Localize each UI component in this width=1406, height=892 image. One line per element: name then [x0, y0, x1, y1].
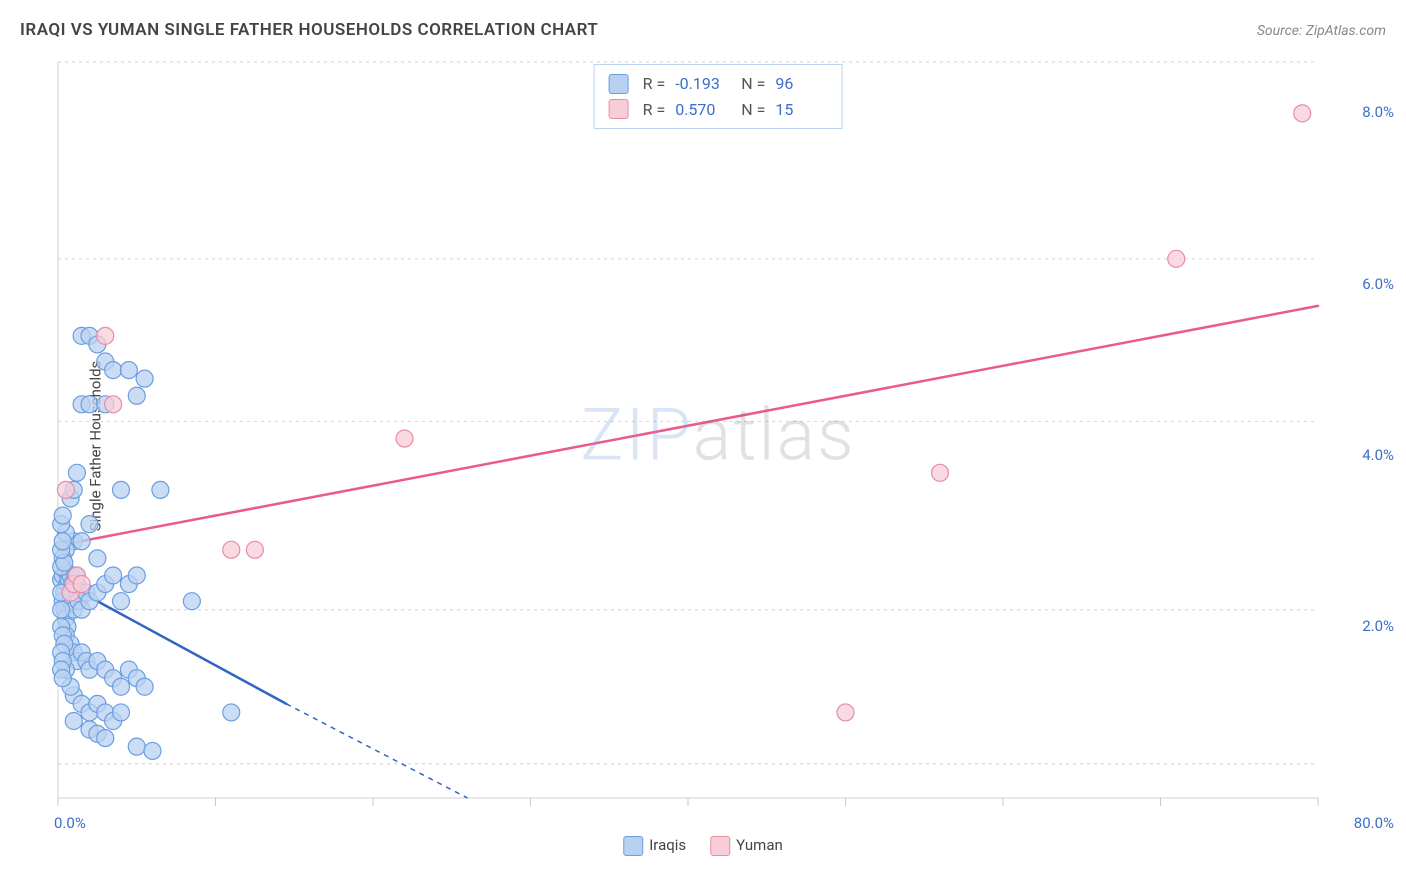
stats-legend-row: R = 0.570 N = 15 [609, 97, 828, 123]
source-attribution: Source: ZipAtlas.com [1257, 23, 1386, 39]
scatter-plot: ZIPatlas R =-0.193N =96R =0.570N =15 [48, 56, 1388, 846]
y-tick-label: 4.0% [1362, 446, 1394, 464]
legend-swatch [623, 836, 643, 856]
stat-n-value: 96 [775, 71, 827, 97]
x-tick-label: 80.0% [1354, 814, 1394, 832]
stat-r-label: R = [643, 97, 666, 123]
legend-label: Yuman [736, 836, 783, 854]
stat-n-label: N = [741, 71, 765, 97]
chart-canvas [48, 56, 1388, 846]
stats-legend-row: R = -0.193 N = 96 [609, 71, 828, 97]
chart-title: IRAQI VS YUMAN SINGLE FATHER HOUSEHOLDS … [20, 20, 598, 40]
y-tick-label: 2.0% [1362, 617, 1394, 635]
stats-legend: R = -0.193 N = 96 R = 0.570 N = 15 [594, 64, 843, 129]
stat-r-value: 0.570 [675, 97, 727, 123]
y-tick-label: 6.0% [1362, 275, 1394, 293]
legend-item: Yuman [710, 836, 783, 856]
series-legend: Iraqis Yuman [623, 836, 783, 856]
legend-swatch [609, 99, 629, 119]
y-tick-label: 8.0% [1362, 103, 1394, 121]
stat-n-label: N = [741, 97, 765, 123]
legend-swatch [609, 74, 629, 94]
legend-swatch [710, 836, 730, 856]
stat-n-value: 15 [775, 97, 827, 123]
x-tick-label: 0.0% [54, 814, 86, 832]
legend-label: Iraqis [649, 836, 686, 854]
legend-item: Iraqis [623, 836, 686, 856]
stat-r-value: -0.193 [675, 71, 727, 97]
stat-r-label: R = [643, 71, 666, 97]
